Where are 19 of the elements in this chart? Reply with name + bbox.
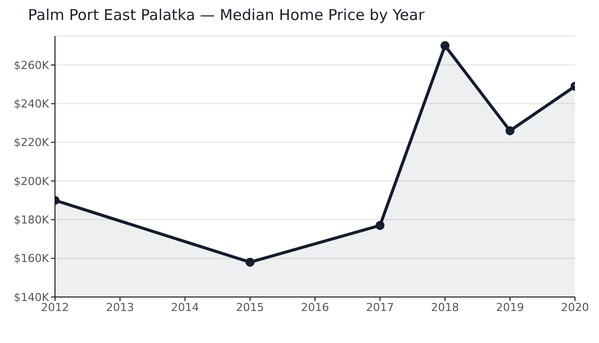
x-tick-label: 2019	[496, 300, 524, 314]
x-tick-label: 2014	[171, 300, 199, 314]
y-tick-label: $260K	[14, 58, 50, 72]
chart-title: Palm Port East Palatka — Median Home Price by Year	[28, 6, 424, 24]
x-tick-label: 2017	[366, 300, 394, 314]
x-tick-label: 2016	[301, 300, 329, 314]
point	[440, 41, 450, 50]
point	[246, 258, 254, 267]
y-tick-label: $240K	[14, 98, 50, 111]
x-tick-label: 2018	[431, 300, 459, 314]
point	[506, 126, 514, 136]
point	[376, 220, 384, 230]
x-tick-label: 2013	[106, 300, 134, 314]
y-tick-label: $220K	[14, 136, 50, 150]
y-tick-label: $180K	[14, 214, 50, 227]
x-tick-label: 2015	[236, 300, 264, 314]
y-tick-label: $200K	[14, 174, 50, 188]
y-tick-label: $160K	[14, 252, 50, 266]
x-tick-label: 2020	[561, 300, 589, 314]
